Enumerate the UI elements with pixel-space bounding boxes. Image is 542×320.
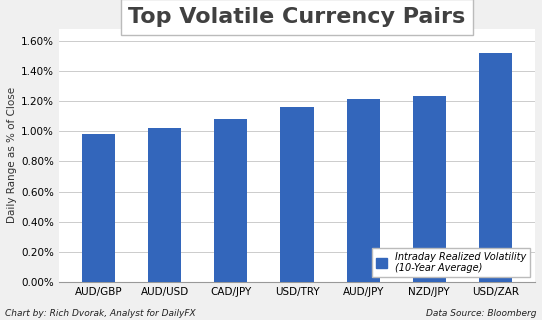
Title: Top Volatile Currency Pairs: Top Volatile Currency Pairs xyxy=(128,7,466,27)
Bar xyxy=(280,107,313,282)
Bar xyxy=(346,100,379,282)
Bar xyxy=(214,119,247,282)
Bar xyxy=(479,53,512,282)
Text: Chart by: Rich Dvorak, Analyst for DailyFX: Chart by: Rich Dvorak, Analyst for Daily… xyxy=(5,309,196,318)
Legend: Intraday Realized Volatility
(10-Year Average): Intraday Realized Volatility (10-Year Av… xyxy=(372,248,530,277)
Bar xyxy=(82,134,115,282)
Bar xyxy=(412,96,446,282)
Bar xyxy=(149,128,182,282)
Y-axis label: Daily Range as % of Close: Daily Range as % of Close xyxy=(7,87,17,223)
Text: Data Source: Bloomberg: Data Source: Bloomberg xyxy=(426,309,537,318)
